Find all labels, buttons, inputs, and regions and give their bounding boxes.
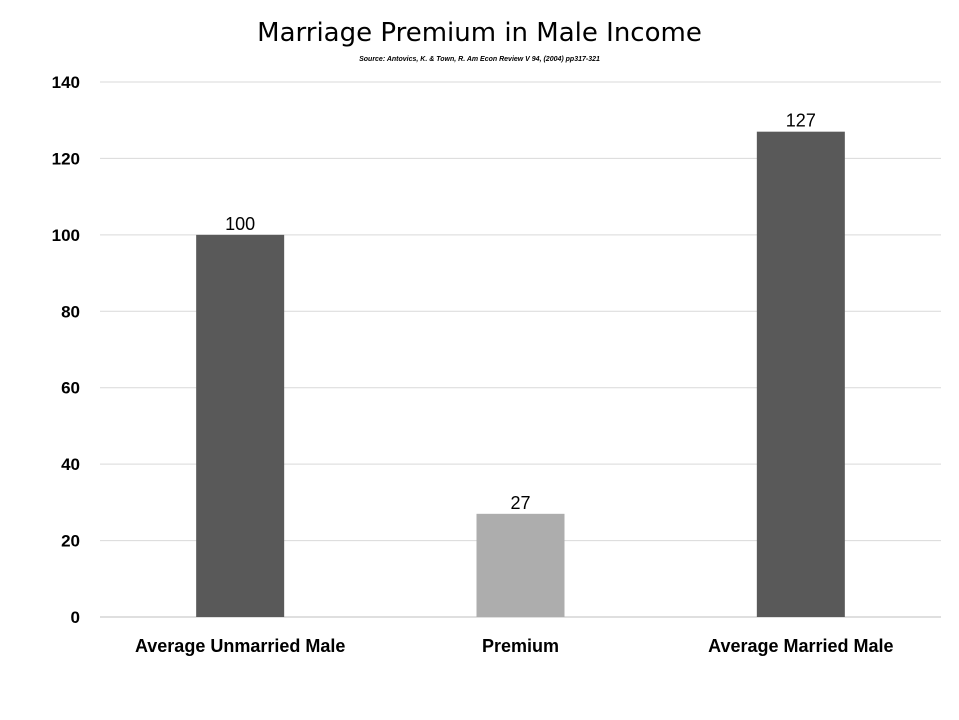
- category-label: Average Unmarried Male: [135, 636, 345, 656]
- y-tick-label: 80: [61, 302, 80, 321]
- bar: [476, 513, 565, 617]
- data-label: 100: [225, 214, 255, 234]
- y-tick-label: 40: [61, 455, 80, 474]
- y-tick-label: 140: [52, 73, 80, 92]
- category-label: Premium: [482, 636, 559, 656]
- y-tick-label: 20: [61, 532, 80, 551]
- chart-subtitle: Source: Antovics, K. & Town, R. Am Econ …: [359, 56, 600, 63]
- y-tick-label: 120: [52, 149, 80, 168]
- bars: [196, 131, 845, 617]
- category-label: Average Married Male: [708, 636, 893, 656]
- y-tick-label: 0: [71, 608, 80, 627]
- y-tick-label: 60: [61, 379, 80, 398]
- y-tick-label: 100: [52, 226, 80, 245]
- data-labels: 100 27 127: [225, 111, 816, 513]
- data-label: 27: [510, 493, 530, 513]
- x-axis-category-labels: Average Unmarried Male Premium Average Mar…: [135, 636, 894, 656]
- y-axis-ticks: 0 20 40 60 80 100 120 140: [52, 73, 80, 627]
- data-label: 127: [786, 111, 816, 131]
- bar: [756, 131, 845, 617]
- bar: [196, 234, 285, 617]
- chart-title: Marriage Premium in Male Income: [257, 18, 702, 48]
